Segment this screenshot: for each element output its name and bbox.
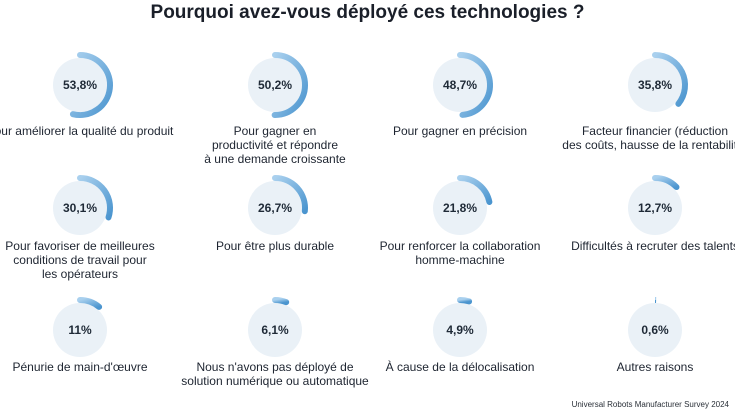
ring-value-label: 21,8% <box>442 201 478 215</box>
ring-value-label: 12,7% <box>637 201 673 215</box>
ring-category-label: Autres raisons <box>616 360 694 374</box>
ring-category-label: Pénurie de main-d'œuvre <box>12 360 148 374</box>
ring-arc <box>271 52 308 118</box>
ring-arc <box>652 175 680 191</box>
ring-arc <box>272 297 290 306</box>
ring-disc <box>53 303 107 357</box>
ring-disc <box>248 181 302 235</box>
ring-value-label: 26,7% <box>257 201 293 215</box>
ring-arc <box>272 175 308 215</box>
ring-value-label: 35,8% <box>637 78 673 92</box>
ring-disc <box>433 303 487 357</box>
ring-category-label: Pour renforcer la collaboration homme-ma… <box>379 239 541 267</box>
source-note: Universal Robots Manufacturer Survey 202… <box>571 400 729 409</box>
ring-category-label: Pour gagner en productivité et répondre … <box>204 124 346 166</box>
ring-disc <box>628 58 682 112</box>
ring-category-label: Difficultés à recruter des talents <box>571 239 735 253</box>
ring-category-label: Pour favoriser de meilleures conditions … <box>5 239 155 281</box>
chart-title: Pourquoi avez-vous déployé ces technolog… <box>150 2 585 23</box>
ring-disc <box>433 181 487 235</box>
ring-value-label: 4,9% <box>446 323 474 337</box>
ring-category-label: Pour gagner en précision <box>392 124 528 138</box>
ring-value-label: 53,8% <box>62 78 98 92</box>
ring-category-label: Facteur financier (réduction des coûts, … <box>562 124 735 152</box>
ring-category-label: Nous n'avons pas déployé de solution num… <box>181 360 369 388</box>
ring-disc <box>433 58 487 112</box>
ring-arc <box>457 297 473 305</box>
ring-category-label: À cause de la délocalisation <box>385 360 535 374</box>
ring-value-label: 11% <box>68 323 92 337</box>
ring-disc <box>248 303 302 357</box>
ring-disc <box>53 181 107 235</box>
ring-arc <box>652 52 688 107</box>
ring-value-label: 50,2% <box>257 78 293 92</box>
ring-category-label: Pour être plus durable <box>215 239 335 253</box>
ring-arc <box>457 52 493 118</box>
ring-disc <box>248 58 302 112</box>
ring-arc <box>457 175 493 206</box>
ring-value-label: 0,6% <box>641 323 669 337</box>
ring-value-label: 30,1% <box>62 201 98 215</box>
ring-disc <box>628 181 682 235</box>
ring-category-label: Pour améliorer la qualité du produit <box>0 124 174 138</box>
ring-arc <box>77 297 103 310</box>
ring-value-label: 48,7% <box>442 78 478 92</box>
ring-disc <box>628 303 682 357</box>
ring-value-label: 6,1% <box>261 323 289 337</box>
ring-disc <box>53 58 107 112</box>
ring-arc <box>69 52 113 118</box>
ring-arc <box>77 175 113 221</box>
